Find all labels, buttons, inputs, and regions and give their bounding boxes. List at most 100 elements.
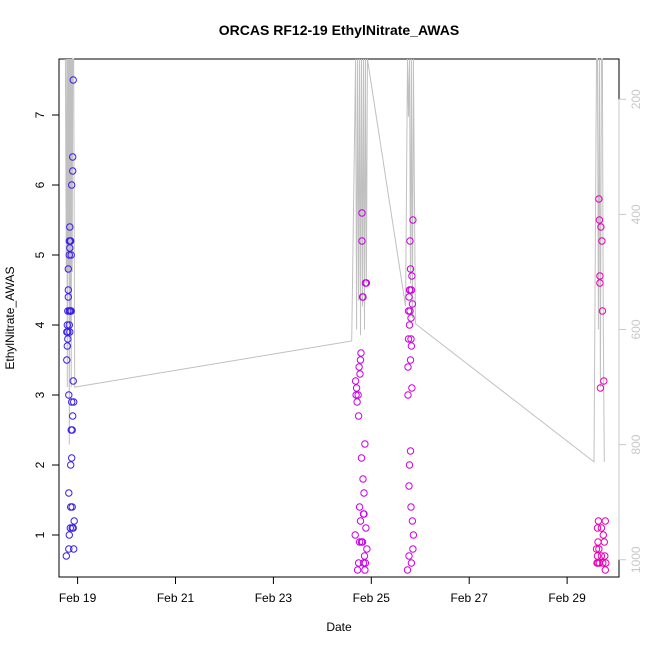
data-point	[356, 356, 365, 364]
data-point	[67, 503, 75, 511]
data-point	[359, 475, 367, 483]
data-point	[360, 552, 369, 560]
data-point	[404, 335, 413, 343]
data-point	[65, 391, 73, 399]
data-point	[63, 356, 71, 364]
data-point	[63, 321, 72, 329]
data-points-layer	[62, 76, 610, 574]
data-point	[356, 370, 364, 378]
data-point	[408, 272, 416, 280]
data-point	[355, 538, 364, 546]
x-tick-label: Feb 29	[548, 591, 586, 605]
data-point	[407, 503, 415, 511]
data-point	[356, 517, 365, 525]
data-point	[64, 335, 72, 343]
data-point	[69, 76, 77, 84]
data-point	[406, 265, 415, 273]
altitude-trace-layer	[64, 58, 605, 463]
data-point	[353, 566, 362, 574]
plot-frame	[58, 58, 620, 578]
data-point	[65, 251, 74, 259]
data-point	[600, 538, 608, 546]
data-point	[597, 223, 605, 231]
data-point	[405, 482, 413, 490]
data-point	[360, 489, 368, 497]
data-point	[351, 377, 360, 385]
data-point	[596, 272, 604, 280]
data-point	[595, 216, 604, 224]
data-point	[361, 566, 369, 574]
data-point	[596, 384, 605, 392]
data-point	[69, 167, 77, 175]
data-point	[601, 552, 609, 560]
data-point	[358, 209, 366, 217]
data-point	[63, 342, 72, 350]
data-point	[66, 223, 74, 231]
data-point	[352, 384, 361, 392]
data-point	[68, 398, 76, 406]
y-tick-label: 5	[33, 251, 47, 258]
data-point	[358, 237, 366, 245]
data-point	[70, 398, 78, 406]
data-point	[353, 398, 361, 406]
data-point	[363, 545, 371, 553]
data-point	[403, 566, 412, 574]
data-point	[64, 328, 72, 336]
data-point	[65, 321, 74, 329]
data-point	[65, 545, 73, 553]
data-point	[70, 545, 78, 553]
data-point	[360, 510, 368, 518]
data-point	[362, 524, 370, 532]
data-point	[599, 531, 607, 539]
data-point	[69, 377, 77, 385]
data-point	[409, 216, 417, 224]
data-point	[66, 244, 74, 252]
x-tick-label: Feb 19	[59, 591, 97, 605]
data-point	[361, 559, 370, 567]
data-point	[66, 328, 74, 336]
y-axis-label: EthylNitrate_AWAS	[3, 266, 17, 369]
data-point	[69, 524, 77, 532]
data-point	[64, 286, 73, 294]
right-tick-label: 400	[629, 204, 643, 224]
data-point	[67, 307, 75, 315]
data-point	[407, 286, 416, 294]
data-point	[357, 349, 365, 357]
data-point	[595, 195, 603, 203]
data-point	[404, 307, 413, 315]
data-point	[69, 412, 77, 420]
data-point	[355, 503, 364, 511]
data-point	[602, 559, 610, 567]
altitude-trace-line	[64, 58, 605, 463]
data-point	[351, 531, 359, 539]
data-point	[596, 279, 604, 287]
data-point	[66, 524, 75, 532]
data-point	[404, 391, 412, 399]
data-point	[597, 524, 606, 532]
data-point	[354, 412, 363, 420]
data-point	[65, 489, 73, 497]
y-tick-label: 6	[33, 181, 47, 188]
y-tick-label: 7	[33, 111, 47, 118]
data-point	[409, 531, 418, 539]
data-point	[408, 300, 417, 308]
data-point	[359, 559, 368, 567]
data-point	[593, 524, 602, 532]
data-point	[68, 426, 76, 434]
data-point	[68, 454, 76, 462]
data-point	[68, 181, 76, 189]
data-point	[406, 307, 414, 315]
data-point	[362, 279, 371, 287]
data-point	[355, 363, 363, 371]
data-point	[67, 237, 75, 245]
data-point	[64, 293, 73, 301]
data-point	[354, 391, 362, 399]
x-tick-label: Feb 25	[353, 591, 391, 605]
x-tick-label: Feb 23	[255, 591, 293, 605]
data-point	[405, 321, 414, 329]
data-point	[65, 531, 74, 539]
data-point	[361, 440, 369, 448]
y-tick-label: 2	[33, 461, 47, 468]
axes-layer: Feb 19 Feb 21 Feb 23 Feb 25 Feb 27 Feb 29 1 2 3 4…	[33, 89, 643, 605]
